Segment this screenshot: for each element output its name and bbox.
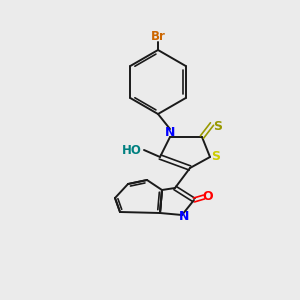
Text: N: N xyxy=(165,127,175,140)
Text: Br: Br xyxy=(151,29,165,43)
Text: O: O xyxy=(203,190,213,203)
Text: S: S xyxy=(214,119,223,133)
Text: N: N xyxy=(179,211,189,224)
Text: HO: HO xyxy=(122,143,142,157)
Text: S: S xyxy=(212,151,220,164)
